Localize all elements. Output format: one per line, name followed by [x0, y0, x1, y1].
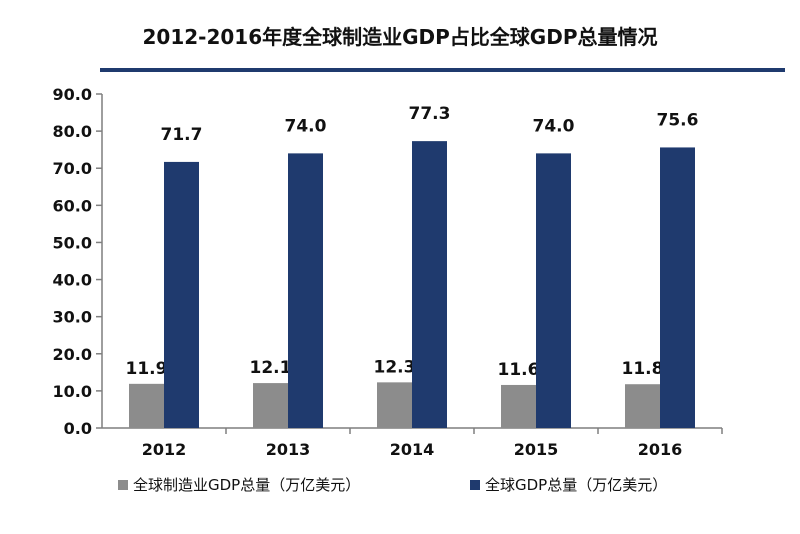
y-tick-label: 80.0: [53, 122, 92, 141]
data-label: 11.8: [622, 359, 664, 379]
bar-manufacturing-gdp: [625, 384, 660, 428]
x-tick-label: 2016: [638, 440, 683, 459]
legend-label: 全球制造业GDP总量（万亿美元）: [133, 476, 360, 494]
bar-global-gdp: [412, 141, 447, 428]
data-label: 71.7: [161, 125, 203, 145]
x-tick-label: 2012: [142, 440, 187, 459]
data-label: 74.0: [285, 116, 327, 136]
bar-manufacturing-gdp: [253, 383, 288, 428]
y-tick-label: 90.0: [53, 85, 92, 104]
bar-manufacturing-gdp: [129, 383, 164, 428]
y-tick-label: 70.0: [53, 159, 92, 178]
data-label: 12.3: [374, 357, 416, 377]
data-label: 77.3: [409, 104, 451, 124]
x-tick-label: 2014: [390, 440, 435, 459]
bar-global-gdp: [660, 147, 695, 428]
legend-swatch: [470, 480, 480, 490]
bar-global-gdp: [288, 153, 323, 428]
data-label: 11.9: [126, 359, 168, 379]
x-tick-label: 2013: [266, 440, 311, 459]
y-tick-label: 60.0: [53, 196, 92, 215]
plot-area: 0.0 10.0 20.0 30.0 40.0 50.0 60.0 70.0 80.0 90.0 2…: [53, 85, 723, 459]
bar-manufacturing-gdp: [501, 384, 536, 428]
chart-title: 2012-2016年度全球制造业GDP占比全球GDP总量情况: [143, 25, 658, 49]
y-tick-label: 30.0: [53, 308, 92, 327]
data-label: 12.1: [250, 358, 292, 378]
y-tick-label: 20.0: [53, 345, 92, 364]
data-label: 11.6: [498, 360, 540, 380]
bar-manufacturing-gdp: [377, 382, 412, 428]
legend: 全球制造业GDP总量（万亿美元） 全球GDP总量（万亿美元）: [118, 476, 667, 494]
y-tick-label: 10.0: [53, 382, 92, 401]
y-tick-label: 0.0: [64, 419, 92, 438]
bar-global-gdp: [164, 161, 199, 428]
data-label: 75.6: [657, 110, 699, 130]
data-label: 74.0: [533, 116, 575, 136]
y-tick-label: 50.0: [53, 233, 92, 252]
legend-swatch: [118, 480, 128, 490]
legend-label: 全球GDP总量（万亿美元）: [485, 476, 667, 494]
bar-global-gdp: [536, 153, 571, 428]
x-tick-label: 2015: [514, 440, 559, 459]
y-tick-label: 40.0: [53, 271, 92, 290]
